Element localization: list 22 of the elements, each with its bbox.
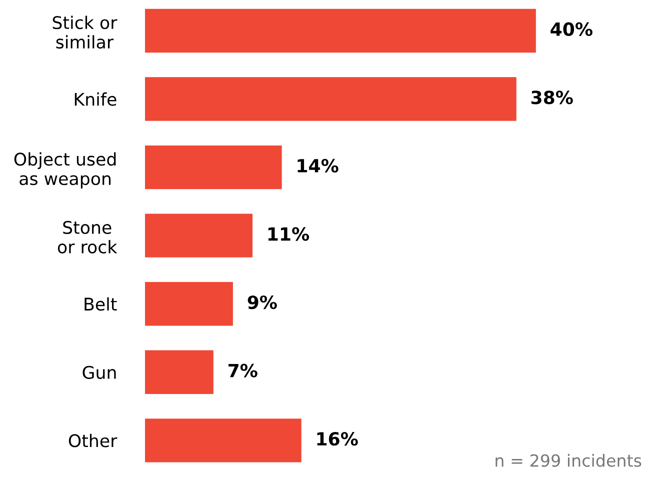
data-label: 16% xyxy=(317,432,358,446)
bar xyxy=(145,350,214,394)
y-tick-label: Stone or rock xyxy=(58,220,118,254)
y-tick-label: Other xyxy=(68,434,118,448)
y-tick-label: Knife xyxy=(74,92,116,106)
bar xyxy=(145,145,282,190)
data-label: 38% xyxy=(531,90,573,104)
data-label: 11% xyxy=(268,227,310,241)
y-tick-label: Belt xyxy=(84,297,117,311)
bar xyxy=(145,418,302,462)
y-tick-label: Object used as weapon xyxy=(14,152,116,189)
bar xyxy=(145,214,253,258)
y-tick-label: Gun xyxy=(82,366,116,379)
bar xyxy=(145,8,536,53)
data-label: 40% xyxy=(550,22,592,36)
data-label: 14% xyxy=(298,158,338,173)
data-label: 7% xyxy=(228,364,258,378)
y-tick-label: Stick or similar xyxy=(52,16,118,49)
bar xyxy=(145,282,233,326)
annotation: n = 299 incidents xyxy=(496,454,642,467)
bar xyxy=(145,77,516,121)
data-label: 9% xyxy=(248,295,277,310)
